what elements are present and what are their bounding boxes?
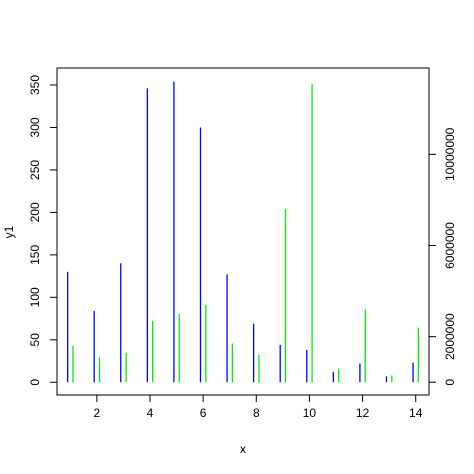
- x-tick-label: 10: [303, 406, 317, 420]
- series-2: [72, 83, 420, 383]
- x-tick-label: 6: [200, 406, 207, 420]
- y-left-tick-label: 0: [28, 379, 42, 386]
- x-tick-label: 4: [147, 406, 154, 420]
- y-left-tick-label: 250: [28, 160, 42, 180]
- y-right-tick-label: 0: [443, 379, 457, 386]
- y-axis-left: 0 50 100 150 200 250 300 350: [28, 75, 58, 386]
- y-right-tick-label: 10000000: [443, 127, 457, 181]
- y-left-tick-label: 100: [28, 287, 42, 307]
- x-tick-label: 12: [356, 406, 370, 420]
- y-left-tick-label: 300: [28, 117, 42, 137]
- x-tick-label: 14: [409, 406, 423, 420]
- series-layer: [66, 81, 420, 383]
- y-right-tick-label: 6000000: [443, 222, 457, 269]
- x-tick-label: 2: [94, 406, 101, 420]
- series-1: [66, 81, 414, 383]
- x-axis-label: x: [240, 442, 246, 456]
- x-tick-label: 8: [253, 406, 260, 420]
- y-left-tick-label: 350: [28, 75, 42, 95]
- y-axis-right: 0 2000000 6000000 10000000: [428, 127, 457, 386]
- y-axis-label: y1: [2, 225, 16, 238]
- y-left-tick-label: 150: [28, 245, 42, 265]
- y-left-tick-label: 200: [28, 202, 42, 222]
- y-left-tick-label: 50: [28, 333, 42, 347]
- y-right-tick-label: 2000000: [443, 313, 457, 360]
- x-axis: 2 4 6 8 10 12 14: [94, 394, 423, 420]
- plot-area-border: [56, 67, 430, 396]
